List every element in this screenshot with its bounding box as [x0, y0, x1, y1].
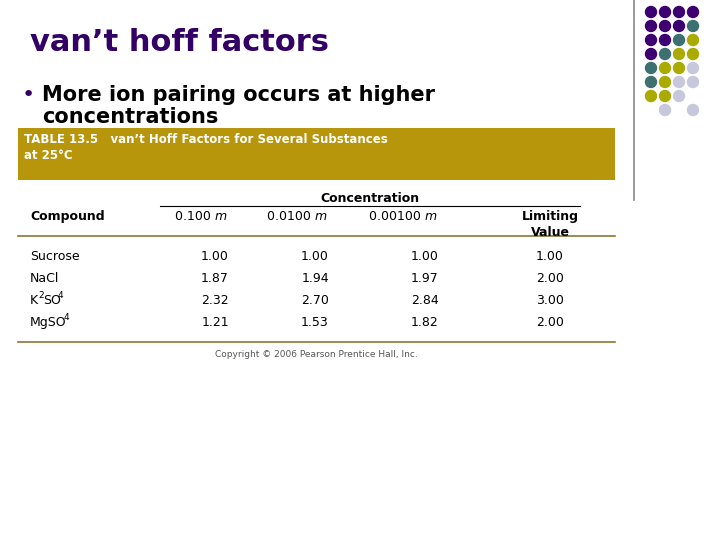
Circle shape	[688, 49, 698, 59]
Text: 2: 2	[38, 291, 44, 300]
Circle shape	[646, 63, 657, 73]
Text: Copyright © 2006 Pearson Prentice Hall, Inc.: Copyright © 2006 Pearson Prentice Hall, …	[215, 350, 418, 359]
Circle shape	[688, 21, 698, 31]
Text: 1.94: 1.94	[301, 272, 329, 285]
Circle shape	[646, 6, 657, 17]
Circle shape	[673, 49, 685, 59]
Text: Compound: Compound	[30, 210, 104, 223]
Circle shape	[688, 6, 698, 17]
Text: More ion pairing occurs at higher: More ion pairing occurs at higher	[42, 85, 435, 105]
Text: 0.00100: 0.00100	[369, 210, 425, 223]
Text: 1.00: 1.00	[201, 250, 229, 263]
Text: at 25°C: at 25°C	[24, 149, 73, 162]
Text: Concentration: Concentration	[320, 192, 420, 205]
Circle shape	[660, 49, 670, 59]
Text: 1.21: 1.21	[201, 316, 229, 329]
Text: 0.100: 0.100	[175, 210, 215, 223]
Text: van’t hoff factors: van’t hoff factors	[30, 28, 329, 57]
Text: 4: 4	[58, 291, 63, 300]
Text: m: m	[315, 210, 327, 223]
Circle shape	[688, 63, 698, 73]
Text: Limiting
Value: Limiting Value	[521, 210, 578, 239]
Text: 4: 4	[64, 313, 70, 322]
Circle shape	[660, 35, 670, 45]
Text: Sucrose: Sucrose	[30, 250, 80, 263]
Text: 2.00: 2.00	[536, 316, 564, 329]
Text: MgSO: MgSO	[30, 316, 67, 329]
Circle shape	[646, 77, 657, 87]
Text: 2.00: 2.00	[536, 272, 564, 285]
Text: m: m	[215, 210, 227, 223]
Circle shape	[673, 91, 685, 102]
Text: 2.84: 2.84	[411, 294, 439, 307]
Circle shape	[660, 63, 670, 73]
Text: TABLE 13.5   van’t Hoff Factors for Several Substances: TABLE 13.5 van’t Hoff Factors for Severa…	[24, 133, 388, 146]
Circle shape	[660, 6, 670, 17]
Text: 1.00: 1.00	[411, 250, 439, 263]
Text: 1.53: 1.53	[301, 316, 329, 329]
Circle shape	[688, 105, 698, 116]
Circle shape	[688, 77, 698, 87]
Text: 1.82: 1.82	[411, 316, 439, 329]
Circle shape	[646, 21, 657, 31]
Text: NaCl: NaCl	[30, 272, 59, 285]
Circle shape	[673, 21, 685, 31]
Text: 1.87: 1.87	[201, 272, 229, 285]
Circle shape	[660, 21, 670, 31]
Text: 2.70: 2.70	[301, 294, 329, 307]
Circle shape	[646, 35, 657, 45]
Text: 2.32: 2.32	[201, 294, 229, 307]
Circle shape	[688, 35, 698, 45]
Text: 1.00: 1.00	[536, 250, 564, 263]
Circle shape	[673, 35, 685, 45]
Text: concentrations: concentrations	[42, 107, 218, 127]
Circle shape	[673, 63, 685, 73]
FancyBboxPatch shape	[18, 128, 615, 180]
Circle shape	[646, 91, 657, 102]
Circle shape	[660, 77, 670, 87]
Text: 1.00: 1.00	[301, 250, 329, 263]
Circle shape	[660, 105, 670, 116]
Text: 3.00: 3.00	[536, 294, 564, 307]
Circle shape	[673, 77, 685, 87]
Circle shape	[660, 91, 670, 102]
Text: SO: SO	[43, 294, 61, 307]
Text: •: •	[22, 85, 35, 105]
Text: m: m	[425, 210, 437, 223]
Text: 0.0100: 0.0100	[267, 210, 315, 223]
Text: 1.97: 1.97	[411, 272, 439, 285]
Text: K: K	[30, 294, 38, 307]
Circle shape	[673, 6, 685, 17]
Circle shape	[646, 49, 657, 59]
